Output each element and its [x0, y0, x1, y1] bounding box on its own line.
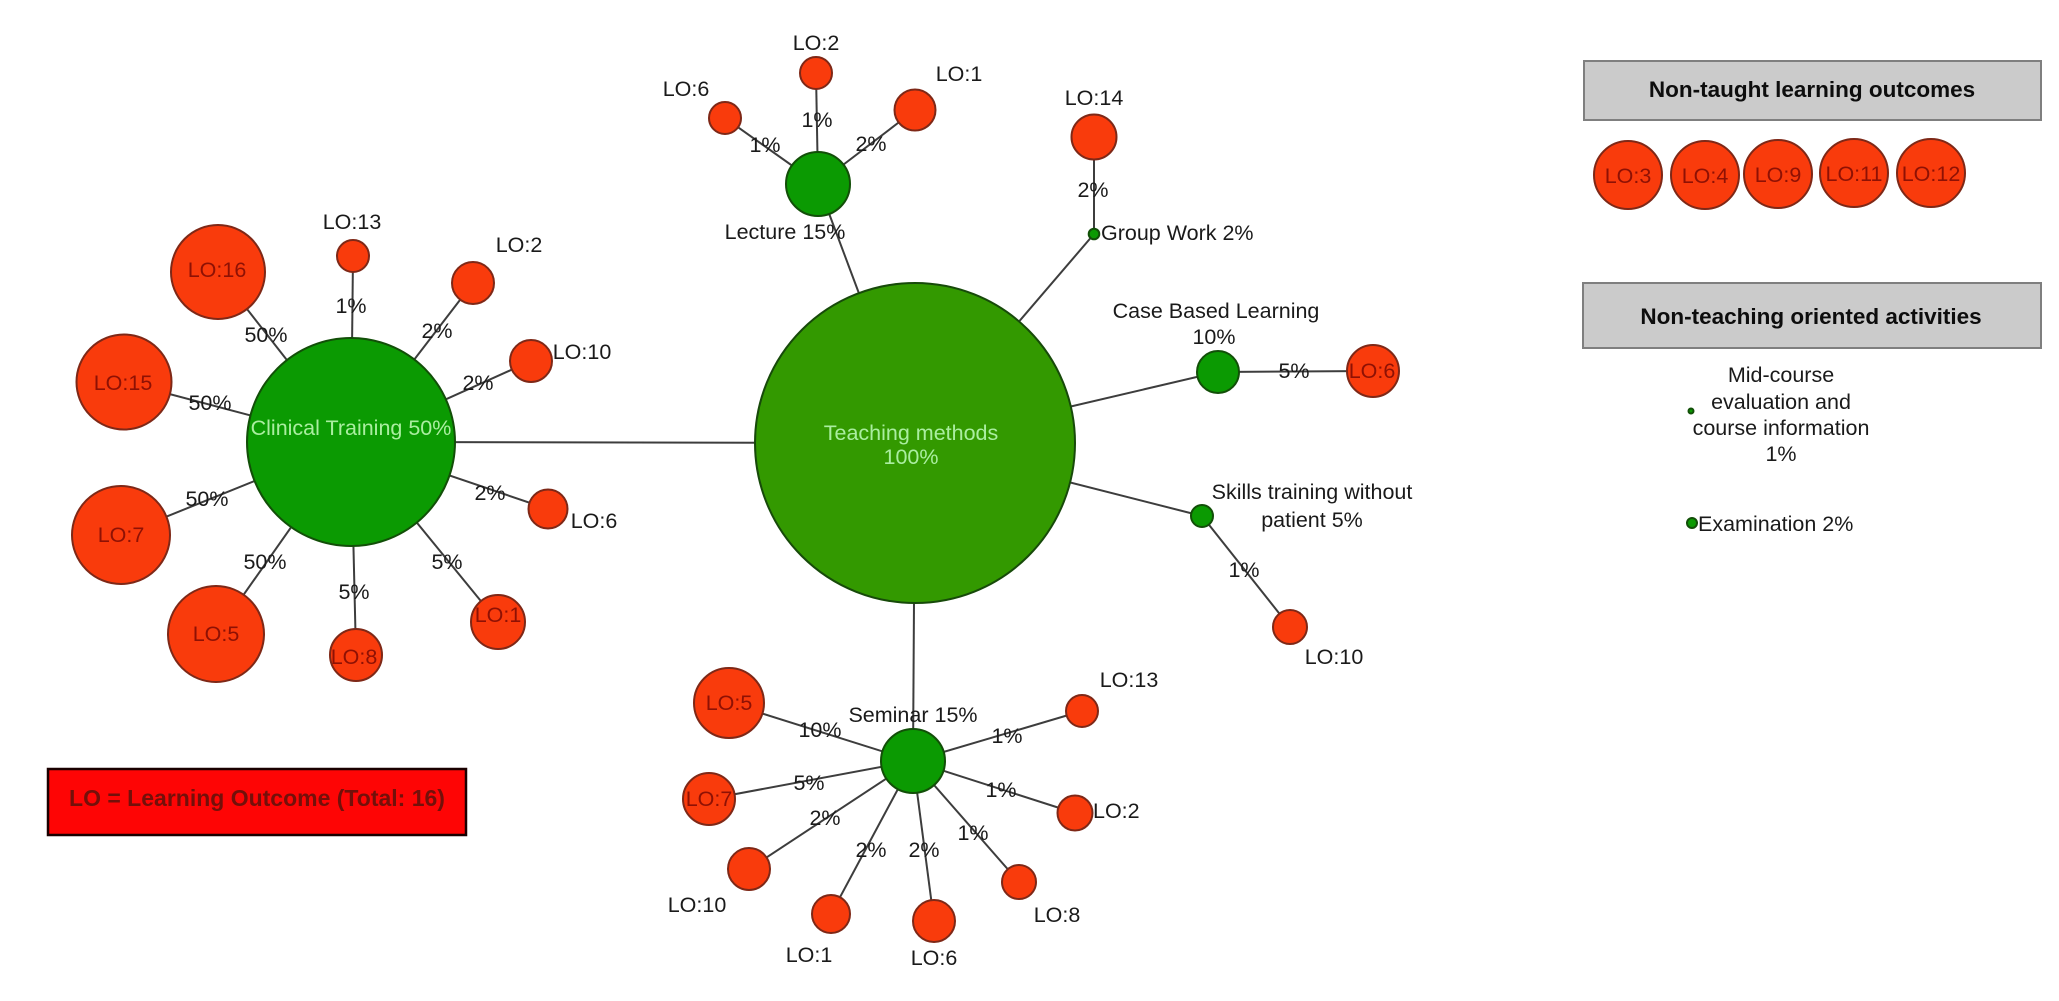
svg-text:LO:7: LO:7 [98, 523, 145, 547]
svg-text:Examination 2%: Examination 2% [1698, 512, 1853, 536]
svg-text:1%: 1% [985, 778, 1016, 802]
svg-text:2%: 2% [462, 371, 493, 395]
svg-text:2%: 2% [855, 838, 886, 862]
svg-text:Teaching methods: Teaching methods [824, 421, 999, 445]
svg-text:100%: 100% [884, 445, 939, 469]
svg-text:evaluation and: evaluation and [1711, 390, 1851, 414]
svg-text:50%: 50% [244, 323, 287, 347]
svg-text:5%: 5% [793, 771, 824, 795]
svg-text:LO:14: LO:14 [1065, 86, 1124, 110]
svg-text:Lecture 15%: Lecture 15% [725, 220, 846, 244]
svg-text:LO:15: LO:15 [94, 371, 153, 395]
svg-text:5%: 5% [1278, 359, 1309, 383]
svg-text:1%: 1% [1228, 558, 1259, 582]
svg-text:Clinical Training 50%: Clinical Training 50% [251, 416, 452, 440]
svg-text:LO:6: LO:6 [663, 77, 710, 101]
svg-text:LO:13: LO:13 [1100, 668, 1159, 692]
svg-text:LO:1: LO:1 [475, 603, 522, 627]
svg-text:10%: 10% [798, 718, 841, 742]
svg-text:patient 5%: patient 5% [1261, 508, 1363, 532]
svg-text:LO:5: LO:5 [706, 691, 753, 715]
svg-text:1%: 1% [1765, 442, 1796, 466]
svg-text:1%: 1% [957, 821, 988, 845]
svg-text:2%: 2% [809, 806, 840, 830]
svg-text:LO:6: LO:6 [571, 509, 618, 533]
svg-text:Case Based Learning: Case Based Learning [1113, 299, 1320, 323]
svg-text:Skills training without: Skills training without [1212, 480, 1413, 504]
svg-text:Non-taught learning outcomes: Non-taught learning outcomes [1649, 77, 1975, 102]
svg-text:2%: 2% [908, 838, 939, 862]
svg-text:Seminar 15%: Seminar 15% [848, 703, 977, 727]
svg-text:2%: 2% [1077, 178, 1108, 202]
svg-text:LO:8: LO:8 [1034, 903, 1081, 927]
svg-text:5%: 5% [431, 550, 462, 574]
svg-text:LO:10: LO:10 [553, 340, 612, 364]
svg-text:LO:9: LO:9 [1755, 163, 1802, 187]
svg-text:LO:11: LO:11 [1826, 162, 1883, 186]
svg-text:2%: 2% [421, 319, 452, 343]
svg-text:Mid-course: Mid-course [1728, 363, 1834, 387]
svg-text:LO:6: LO:6 [911, 946, 958, 970]
svg-text:10%: 10% [1192, 325, 1235, 349]
svg-text:LO:8: LO:8 [331, 645, 378, 669]
svg-text:Group Work 2%: Group Work 2% [1101, 221, 1254, 245]
svg-text:5%: 5% [338, 580, 369, 604]
svg-text:LO:1: LO:1 [786, 943, 833, 967]
svg-text:LO:2: LO:2 [793, 31, 840, 55]
svg-text:LO:16: LO:16 [188, 258, 247, 282]
svg-text:LO:2: LO:2 [1093, 799, 1140, 823]
svg-text:LO:5: LO:5 [193, 622, 240, 646]
svg-text:LO:12: LO:12 [1902, 162, 1961, 186]
svg-text:50%: 50% [243, 550, 286, 574]
svg-text:1%: 1% [801, 108, 832, 132]
svg-text:LO:2: LO:2 [496, 233, 543, 257]
svg-text:LO:4: LO:4 [1682, 164, 1729, 188]
svg-text:LO = Learning Outcome (Total:: LO = Learning Outcome (Total: 16) [69, 785, 445, 811]
svg-text:LO:1: LO:1 [936, 62, 983, 86]
svg-text:Non-teaching oriented activiti: Non-teaching oriented activities [1640, 304, 1981, 329]
svg-text:LO:7: LO:7 [686, 787, 733, 811]
svg-text:1%: 1% [335, 294, 366, 318]
svg-text:1%: 1% [749, 133, 780, 157]
svg-text:2%: 2% [474, 481, 505, 505]
svg-text:1%: 1% [991, 724, 1022, 748]
svg-text:course information: course information [1693, 416, 1870, 440]
svg-text:LO:6: LO:6 [1349, 359, 1396, 383]
svg-text:LO:10: LO:10 [1305, 645, 1364, 669]
svg-text:50%: 50% [185, 487, 228, 511]
svg-text:LO:13: LO:13 [323, 210, 382, 234]
svg-text:LO:10: LO:10 [668, 893, 727, 917]
svg-text:50%: 50% [188, 391, 231, 415]
svg-text:LO:3: LO:3 [1605, 164, 1652, 188]
svg-text:2%: 2% [855, 132, 886, 156]
